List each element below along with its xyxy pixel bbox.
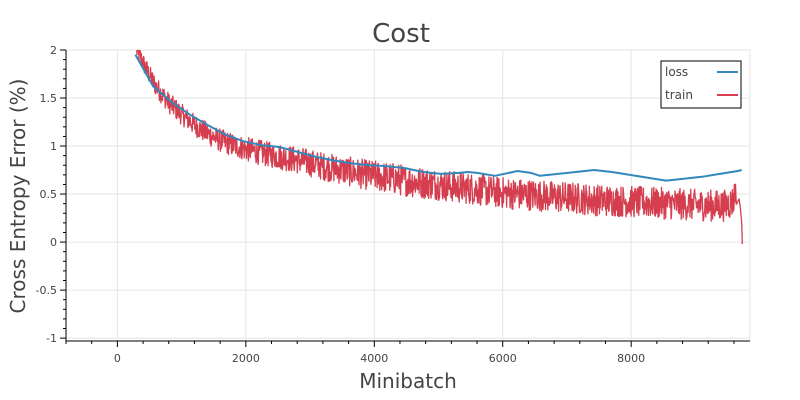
x-axis-label: Minibatch: [359, 369, 457, 393]
series-train-line: [136, 50, 743, 245]
x-ticks: 0 2000 4000 6000 8000: [65, 341, 735, 365]
y-tick-label: 1.5: [40, 92, 58, 105]
series-loss-line: [134, 54, 742, 182]
y-tick-label: 0.5: [40, 188, 58, 201]
legend-label-loss: loss: [665, 65, 688, 79]
series-layer: [134, 50, 743, 245]
y-tick-label: 0: [50, 236, 57, 249]
legend-label-train: train: [665, 88, 693, 102]
x-tick-label: 8000: [617, 352, 645, 365]
y-tick-label: -1: [46, 332, 57, 345]
legend-box: [660, 60, 742, 109]
x-tick-label: 4000: [360, 352, 388, 365]
y-ticks: 2 1.5 1 0.5 0 -0.5 -1: [36, 44, 66, 345]
chart-title: Cost: [372, 19, 430, 49]
x-tick-label: 2000: [232, 352, 260, 365]
y-tick-label: 1: [50, 140, 57, 153]
y-tick-label: -0.5: [36, 284, 57, 297]
x-tick-label: 0: [114, 352, 121, 365]
y-axis-label: Cross Entropy Error (%): [6, 79, 30, 314]
legend: loss train: [660, 60, 742, 109]
y-tick-label: 2: [50, 44, 57, 57]
x-tick-label: 6000: [489, 352, 517, 365]
